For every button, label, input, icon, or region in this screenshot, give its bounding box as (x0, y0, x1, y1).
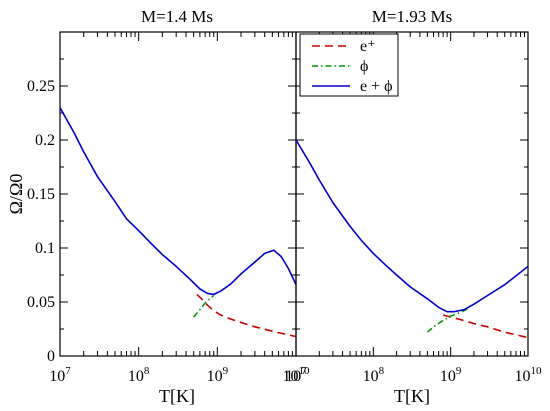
right-x-tick-label: 109 (440, 365, 462, 385)
right-plot-area: 107 108 109 1010 (285, 31, 543, 385)
panel-left: M=1.4 Ms 107 108 109 101000.050.10.150.20.2… (6, 7, 310, 406)
legend-e-plus-phi-label: e + ϕ (360, 78, 393, 95)
left-x-tick-label: 109 (207, 365, 229, 385)
right-x-tick-label: 107 (285, 365, 307, 385)
panel-left-title: M=1.4 Ms (141, 7, 213, 26)
left-plot-frame (59, 31, 297, 357)
right-series-e-plus (442, 314, 529, 339)
left-x-axis-title: T[K] (159, 386, 195, 406)
left-y-tick-label: 0.25 (27, 78, 55, 95)
left-y-tick-label: 0.2 (35, 132, 55, 149)
right-series-e-plus-phi (295, 139, 529, 313)
panel-right-title: M=1.93 Ms (372, 7, 452, 26)
right-x-tick-label: 1010 (515, 365, 543, 385)
left-y-tick-label: 0 (47, 348, 55, 365)
left-x-tick-label: 108 (128, 365, 150, 385)
legend: e⁺ ϕ e + ϕ (299, 33, 399, 97)
right-x-axis-title: T[K] (394, 386, 430, 406)
left-x-tick-label: 107 (49, 365, 71, 385)
y-axis-title: Ω/Ω0 (6, 174, 26, 215)
left-series-e-plus (196, 293, 297, 338)
left-series-e-plus-phi (59, 107, 297, 296)
right-x-tick-label: 108 (363, 365, 385, 385)
left-y-tick-label: 0.1 (35, 240, 55, 257)
left-series-phi (193, 294, 215, 318)
panel-right: M=1.93 Ms 107 108 109 1010 T[K] (285, 7, 542, 406)
left-y-tick-label: 0.05 (27, 294, 55, 311)
legend-phi-label: ϕ (360, 58, 368, 75)
legend-e-plus-label: e⁺ (360, 38, 376, 55)
left-y-tick-label: 0.15 (27, 186, 55, 203)
